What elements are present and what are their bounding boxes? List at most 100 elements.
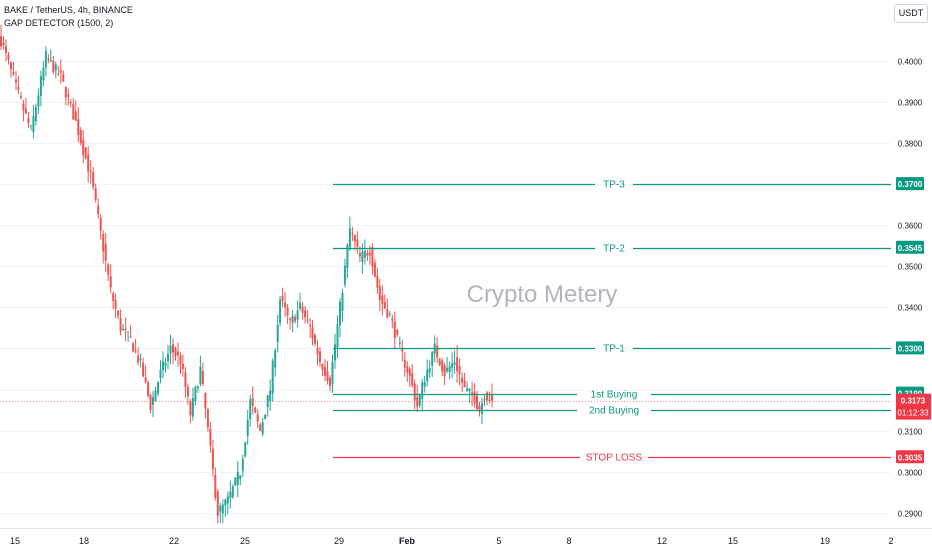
candle-body xyxy=(483,399,486,401)
countdown-label: 01:12:33 xyxy=(897,409,929,418)
candle-body xyxy=(231,486,234,498)
candle-body xyxy=(438,358,441,366)
candle-body xyxy=(361,251,364,262)
candle-body xyxy=(488,399,491,401)
candle-body xyxy=(52,60,55,73)
candle-body xyxy=(42,67,45,81)
candle-body xyxy=(334,344,336,361)
candle-body xyxy=(211,448,214,470)
candle-body xyxy=(112,293,115,301)
candle-body xyxy=(67,94,70,97)
candle-body xyxy=(418,394,421,406)
candle-body xyxy=(64,86,67,98)
price-tag xyxy=(896,177,924,191)
candle-body xyxy=(124,328,127,330)
candle-body xyxy=(284,302,287,308)
candle-body xyxy=(353,234,356,242)
candle-body xyxy=(363,250,366,258)
candle-body xyxy=(246,419,249,436)
candle-body xyxy=(39,76,42,96)
candle-body xyxy=(458,366,461,375)
candle-body xyxy=(461,377,464,383)
candle-body xyxy=(401,348,404,352)
x-tick-label: 15 xyxy=(728,536,738,546)
candle-body xyxy=(122,329,125,331)
level-label: TP-3 xyxy=(603,180,625,191)
currency-button[interactable]: USDT xyxy=(894,4,928,23)
candle-body xyxy=(144,377,147,382)
candle-body xyxy=(117,310,120,316)
candle-body xyxy=(343,265,346,285)
x-tick-label: 2 xyxy=(888,536,893,546)
candle-body xyxy=(7,54,10,60)
candle-body xyxy=(466,388,469,392)
candle-body xyxy=(356,239,359,247)
candle-body xyxy=(426,369,429,382)
candle-body xyxy=(491,394,493,401)
y-tick-label: 0.3900 xyxy=(898,99,923,108)
candle-body xyxy=(276,324,279,343)
candle-body xyxy=(69,102,72,103)
candle-body xyxy=(456,357,459,372)
candle-body xyxy=(181,364,184,369)
candle-body xyxy=(481,403,483,415)
candle-body xyxy=(388,313,391,315)
candle-body xyxy=(451,363,454,368)
candle-body xyxy=(209,428,212,446)
candle-body xyxy=(84,147,87,159)
x-tick-label: 29 xyxy=(334,536,344,546)
candle-body xyxy=(137,355,140,363)
candle-body xyxy=(2,42,5,46)
x-tick-label: 18 xyxy=(79,536,89,546)
candle-body xyxy=(468,388,471,392)
candle-body xyxy=(159,369,162,378)
candle-body xyxy=(27,118,30,123)
current-price-label: 0.3173 xyxy=(901,397,926,406)
candle-body xyxy=(229,491,232,499)
x-tick-label: 22 xyxy=(169,536,179,546)
candle-body xyxy=(174,347,177,357)
symbol-title[interactable]: BAKE / TetherUS, 4h, BINANCE xyxy=(4,5,133,15)
candle-body xyxy=(109,276,112,288)
x-tick-label: 12 xyxy=(657,536,667,546)
candle-body xyxy=(147,381,150,396)
candle-body xyxy=(453,362,456,365)
y-tick-label: 0.3500 xyxy=(898,263,923,272)
candle-body xyxy=(319,351,321,363)
candle-body xyxy=(172,344,174,353)
candle-body xyxy=(79,129,82,144)
y-tick-label: 0.2900 xyxy=(898,510,923,519)
candle-body xyxy=(366,252,369,256)
candle-body xyxy=(127,331,130,333)
y-tick-label: 0.3800 xyxy=(898,140,923,149)
candle-body xyxy=(167,353,169,361)
candle-body xyxy=(22,103,25,110)
level-label: TP-2 xyxy=(603,244,625,255)
candle-body xyxy=(37,95,40,107)
candle-body xyxy=(329,377,331,386)
candle-body xyxy=(236,472,239,486)
candle-body xyxy=(196,386,199,389)
candle-body xyxy=(199,366,202,385)
candle-body xyxy=(29,125,32,127)
candle-body xyxy=(259,424,262,431)
current-price-tag xyxy=(896,393,931,420)
candle-body xyxy=(94,188,97,200)
candle-body xyxy=(341,292,344,312)
candle-body xyxy=(189,401,192,416)
indicator-legend[interactable]: GAP DETECTOR (1500, 2) xyxy=(4,18,114,28)
level-label: STOP LOSS xyxy=(586,453,643,464)
y-tick-label: 0.3400 xyxy=(898,304,923,313)
candle-body xyxy=(99,218,102,231)
candle-body xyxy=(186,387,189,397)
candle-body xyxy=(443,365,446,377)
candle-body xyxy=(376,275,379,288)
candle-body xyxy=(191,398,194,417)
candle-body xyxy=(346,245,349,268)
watermark: Crypto Metery xyxy=(467,281,618,308)
candle-body xyxy=(383,302,386,309)
candle-body xyxy=(321,363,324,371)
candle-body xyxy=(201,371,204,384)
candle-body xyxy=(478,405,481,412)
